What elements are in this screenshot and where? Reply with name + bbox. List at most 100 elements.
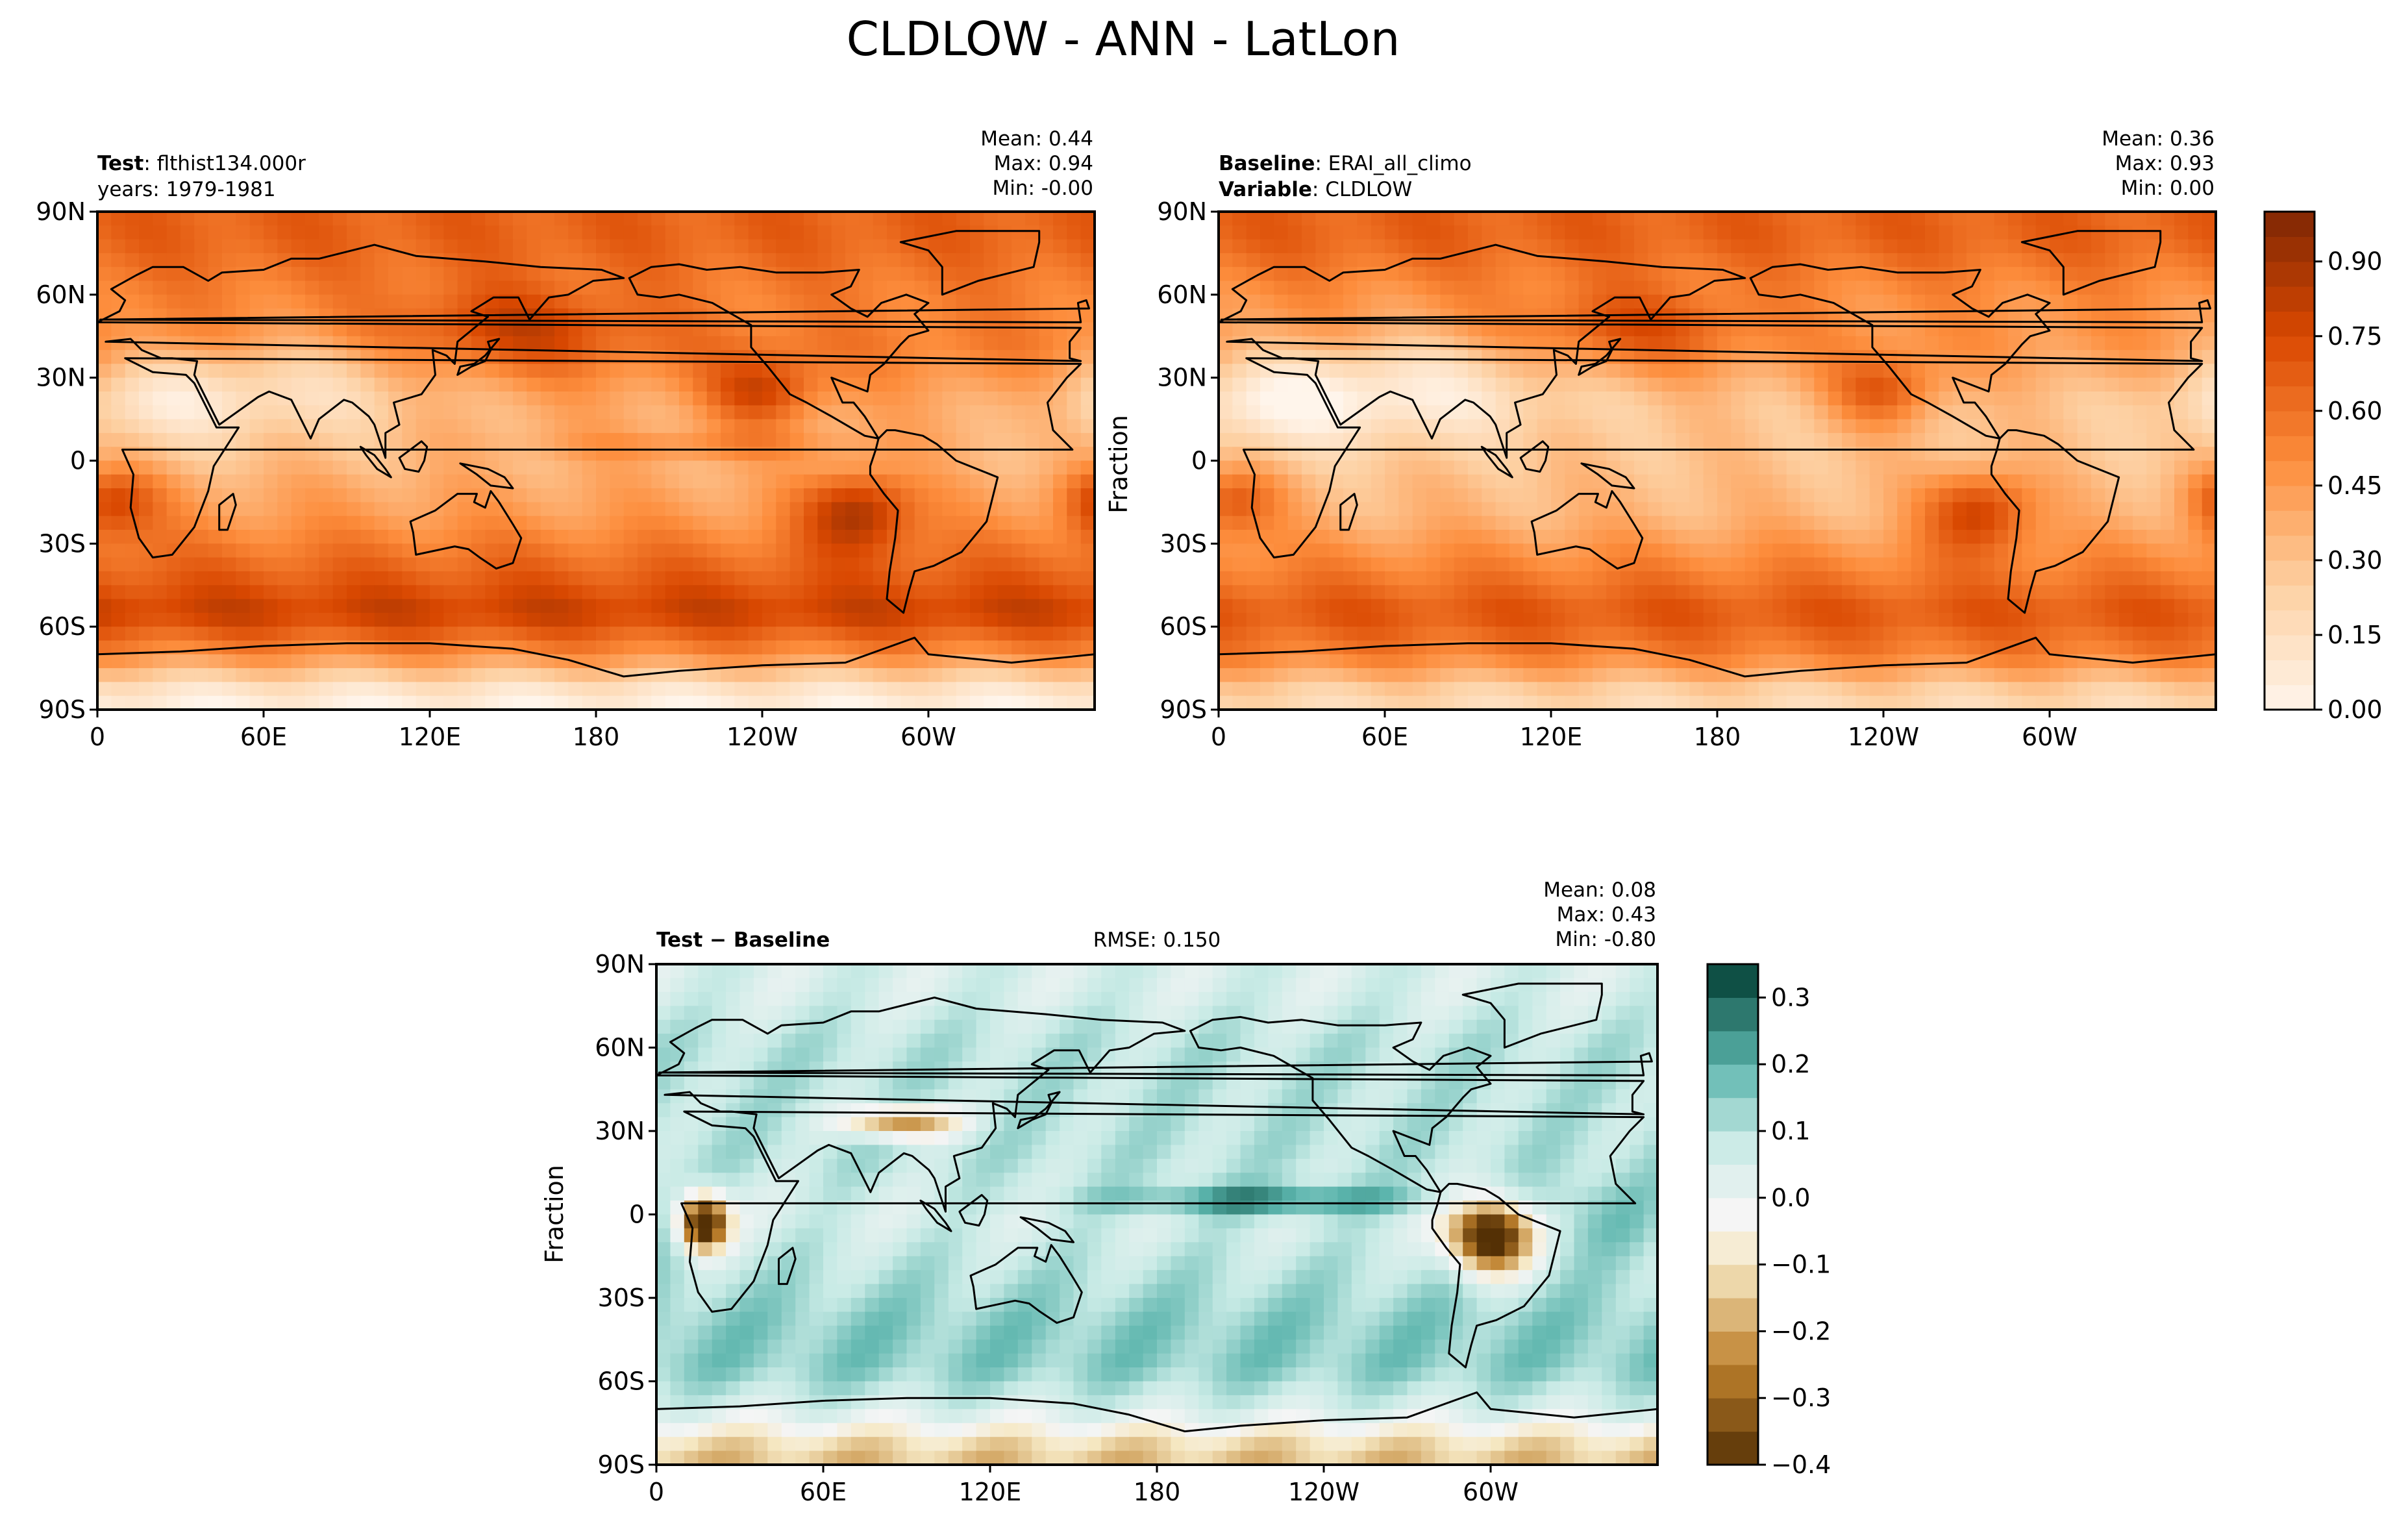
map-cell (970, 267, 984, 282)
map-cell (1759, 571, 1773, 586)
map-cell (1814, 432, 1829, 447)
map-cell (1080, 419, 1095, 434)
map-cell (596, 516, 610, 530)
map-cell (554, 267, 569, 282)
map-cell (1897, 585, 1912, 600)
map-cell (1994, 322, 2009, 337)
map-cell (831, 460, 846, 475)
map-cell (1939, 280, 1954, 295)
map-cell (873, 599, 887, 614)
map-cell (748, 239, 763, 254)
map-cell (1495, 557, 1510, 572)
map-cell (1302, 474, 1316, 489)
map-cell (1634, 612, 1648, 627)
map-cell (485, 225, 500, 240)
map-cell (776, 695, 791, 710)
map-cell (2146, 225, 2161, 240)
map-cell (997, 336, 1012, 351)
map-cell (2035, 392, 2050, 406)
map-cell (457, 405, 472, 420)
map-cell (1634, 350, 1648, 364)
map-cell (277, 516, 292, 530)
map-cell (236, 627, 251, 641)
map-cell (277, 364, 292, 379)
map-cell (1219, 447, 1233, 462)
map-cell (388, 364, 403, 379)
map-cell (2063, 308, 2078, 323)
map-cell (139, 640, 153, 655)
map-cell (97, 585, 112, 600)
map-cell (1744, 294, 1759, 309)
map-cell (1897, 640, 1912, 655)
map-cell (1287, 627, 1302, 641)
map-cell (1426, 336, 1441, 351)
map-cell (2105, 364, 2120, 379)
map-cell (831, 557, 846, 572)
map-cell (1246, 225, 1261, 240)
map-cell (1939, 267, 1954, 282)
map-cell (734, 364, 749, 379)
map-cell (1883, 280, 1898, 295)
map-cell (1856, 543, 1870, 558)
map-cell (2160, 530, 2175, 544)
map-cell (1648, 212, 1663, 226)
map-cell (166, 585, 181, 600)
map-cell (291, 585, 306, 600)
map-cell (1925, 530, 1939, 544)
map-cell (596, 405, 610, 420)
map-cell (1772, 530, 1787, 544)
map-cell (180, 654, 195, 669)
map-cell (734, 557, 749, 572)
map-cell (1012, 322, 1026, 337)
map-cell (804, 627, 818, 641)
map-cell (1772, 612, 1787, 627)
map-cell (2063, 267, 2078, 282)
map-cell (970, 612, 984, 627)
map-cell (1911, 516, 1926, 530)
map-cell (596, 502, 610, 517)
map-cell (997, 612, 1012, 627)
map-cell (2160, 364, 2175, 379)
map-cell (1744, 212, 1759, 226)
map-cell (305, 460, 319, 475)
map-cell (153, 543, 168, 558)
map-cell (789, 682, 804, 697)
map-cell (416, 239, 430, 254)
map-cell (1980, 225, 1995, 240)
map-cell (2174, 308, 2189, 323)
map-cell (430, 599, 444, 614)
map-cell (2050, 516, 2064, 530)
map-cell (1232, 392, 1247, 406)
map-cell (1828, 530, 1843, 544)
map-cell (1371, 364, 1385, 379)
map-cell (1274, 502, 1289, 517)
map-cell (2077, 474, 2092, 489)
map-cell (264, 267, 278, 282)
map-cell (139, 557, 153, 572)
map-cell (2118, 432, 2133, 447)
map-cell (2105, 530, 2120, 544)
map-cell (568, 460, 583, 475)
map-cell (111, 364, 126, 379)
map-cell (1454, 253, 1469, 267)
map-cell (956, 239, 971, 254)
map-cell (900, 377, 915, 392)
map-cell (1053, 392, 1067, 406)
map-cell (166, 502, 181, 517)
map-cell (443, 474, 458, 489)
map-cell (2146, 419, 2161, 434)
map-cell (125, 557, 140, 572)
map-cell (1925, 212, 1939, 226)
map-cell (360, 502, 375, 517)
map-cell (1703, 239, 1718, 254)
map-cell (1315, 474, 1330, 489)
map-cell (1952, 585, 1967, 600)
map-cell (734, 585, 749, 600)
map-cell (1786, 322, 1801, 337)
map-cell (1648, 294, 1663, 309)
map-cell (942, 612, 957, 627)
map-cell (1495, 405, 1510, 420)
map-cell (651, 640, 666, 655)
map-cell (831, 612, 846, 627)
map-cell (347, 308, 361, 323)
